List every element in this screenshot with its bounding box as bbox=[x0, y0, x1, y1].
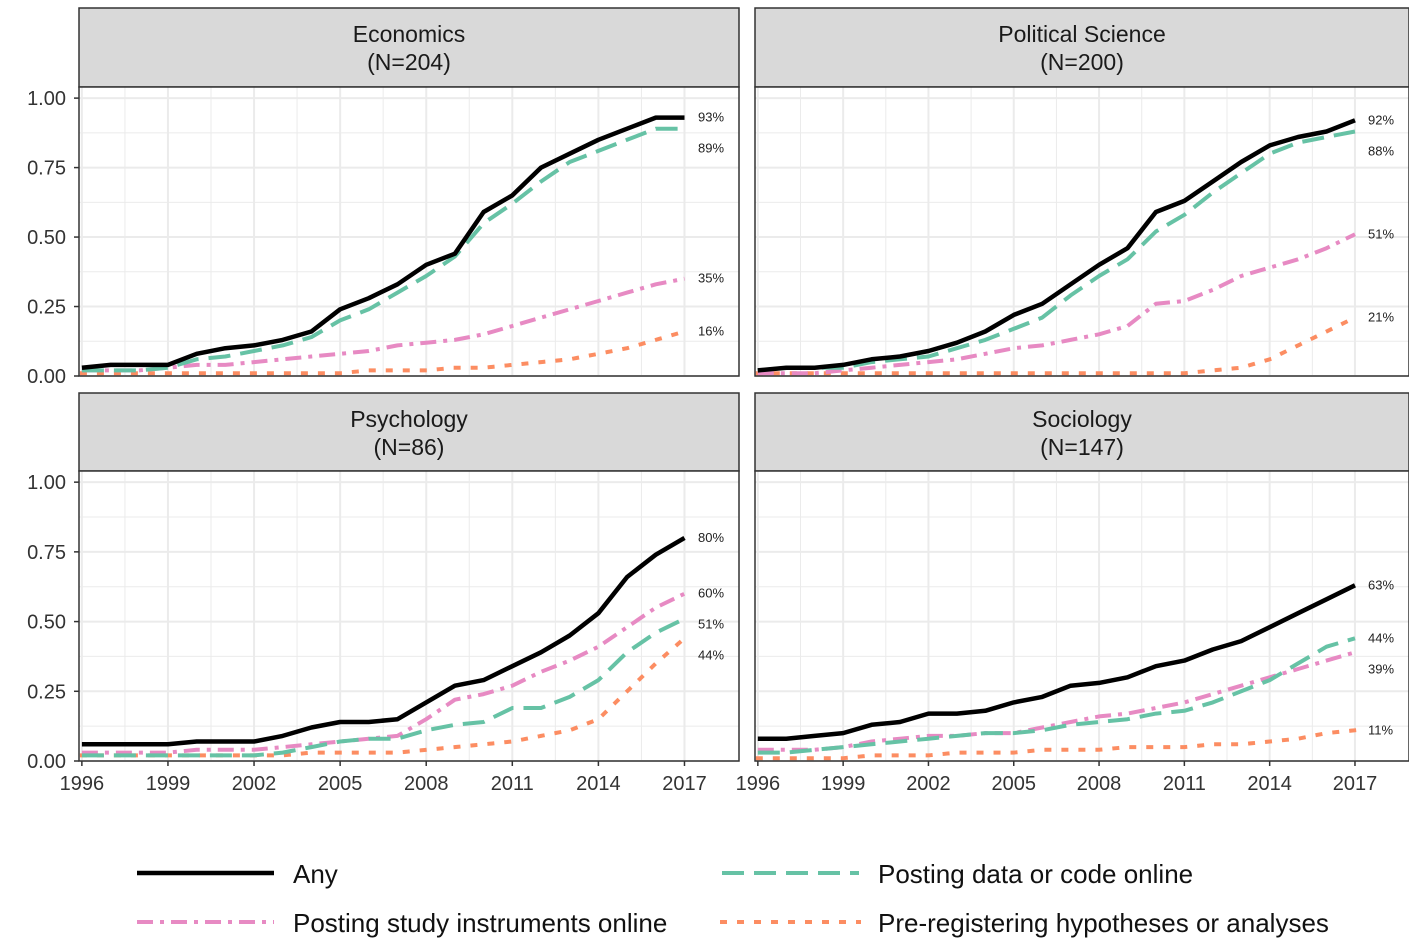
x-tick-label: 2005 bbox=[318, 773, 363, 795]
x-tick-label: 2008 bbox=[404, 773, 449, 795]
facet-title: Economics bbox=[353, 21, 465, 47]
x-tick-label: 1996 bbox=[60, 773, 105, 795]
y-tick-label: 0.00 bbox=[27, 366, 66, 388]
y-tick-label: 0.75 bbox=[27, 158, 66, 180]
end-label-instruments: 51% bbox=[1368, 226, 1394, 241]
panel-border bbox=[78, 86, 740, 377]
y-tick-label: 1.00 bbox=[27, 88, 66, 110]
series-line-instruments bbox=[81, 591, 686, 755]
x-tick-label: 2017 bbox=[662, 773, 707, 795]
y-tick-label: 0.25 bbox=[27, 297, 66, 319]
end-label-data: 51% bbox=[698, 617, 724, 632]
series-line-data bbox=[757, 636, 1356, 755]
x-tick-label: 1999 bbox=[821, 773, 866, 795]
series-line-data bbox=[81, 616, 686, 758]
x-tick-label: 2014 bbox=[576, 773, 621, 795]
series-line-any bbox=[757, 118, 1356, 373]
x-tick-label: 2011 bbox=[1163, 773, 1206, 795]
legend: Any Posting data or code online Posting st… bbox=[137, 859, 1329, 938]
facet-subtitle: (N=204) bbox=[367, 49, 451, 75]
end-label-prereg: 16% bbox=[698, 324, 724, 339]
y-tick-label: 1.00 bbox=[27, 472, 66, 494]
series-line-prereg bbox=[79, 329, 687, 376]
x-tick-label: 2005 bbox=[992, 773, 1037, 795]
legend-label-instruments: Posting study instruments online bbox=[293, 908, 667, 938]
end-label-data: 88% bbox=[1368, 143, 1394, 158]
x-tick-label: 2014 bbox=[1247, 773, 1292, 795]
facet-strip bbox=[754, 392, 1409, 472]
end-label-instruments: 39% bbox=[1368, 661, 1394, 676]
end-label-instruments: 35% bbox=[698, 271, 724, 286]
facet-subtitle: (N=200) bbox=[1040, 49, 1124, 75]
end-label-prereg: 21% bbox=[1368, 310, 1394, 325]
end-label-prereg: 44% bbox=[698, 648, 724, 663]
panel-border bbox=[754, 86, 1409, 377]
y-tick-label: 0.75 bbox=[27, 542, 66, 564]
x-tick-label: 2008 bbox=[1077, 773, 1122, 795]
facet-political-science: Political Science(N=200) 92% 88% 51% 21% bbox=[754, 7, 1409, 377]
end-label-prereg: 11% bbox=[1368, 722, 1393, 737]
facet-strip bbox=[78, 392, 740, 472]
facet-title: Political Science bbox=[998, 21, 1165, 47]
panel-background bbox=[79, 87, 739, 376]
legend-label-any: Any bbox=[293, 859, 338, 889]
legend-label-prereg: Pre-registering hypotheses or analyses bbox=[878, 908, 1329, 938]
x-tick-label: 2002 bbox=[232, 773, 277, 795]
facet-psychology: Psychology(N=86) 80% 60% 51% 44% 0.00 0.25 0.50… bbox=[27, 392, 740, 795]
series-line-any bbox=[757, 583, 1356, 741]
facet-subtitle: (N=86) bbox=[374, 434, 445, 460]
x-tick-label: 1996 bbox=[736, 773, 781, 795]
y-tick-label: 0.00 bbox=[27, 751, 66, 773]
panel-border bbox=[754, 470, 1409, 762]
facet-sociology: Sociology(N=147) 63% 44% 39% 11% 1996 1999 2002… bbox=[736, 392, 1409, 795]
y-tick-label: 0.25 bbox=[27, 681, 66, 703]
end-label-instruments: 60% bbox=[698, 586, 724, 601]
panel-background bbox=[755, 471, 1409, 761]
end-label-any: 93% bbox=[698, 110, 724, 125]
end-label-any: 80% bbox=[698, 530, 724, 545]
x-tick-label: 2002 bbox=[906, 773, 951, 795]
x-tick-label: 2017 bbox=[1333, 773, 1378, 795]
end-label-data: 89% bbox=[698, 141, 724, 156]
facet-economics: Economics(N=204) 93% 89% 35% 16% 0.00 0.25 0.50… bbox=[27, 7, 740, 388]
facet-strip bbox=[78, 7, 740, 88]
series-line-any bbox=[81, 115, 685, 370]
end-label-any: 92% bbox=[1368, 112, 1394, 127]
x-tick-label: 2011 bbox=[491, 773, 534, 795]
panel-background bbox=[755, 87, 1409, 376]
facet-title: Sociology bbox=[1032, 406, 1132, 432]
series-line-any bbox=[81, 535, 686, 747]
y-tick-label: 0.50 bbox=[27, 227, 66, 249]
y-tick-label: 0.50 bbox=[27, 612, 66, 634]
legend-label-data: Posting data or code online bbox=[878, 859, 1193, 889]
x-tick-label: 1999 bbox=[146, 773, 191, 795]
end-label-data: 44% bbox=[1368, 630, 1394, 645]
panel-border bbox=[78, 470, 740, 762]
facet-strip bbox=[754, 7, 1409, 88]
facet-subtitle: (N=147) bbox=[1040, 434, 1124, 460]
end-label-any: 63% bbox=[1368, 577, 1394, 592]
series-line-instruments bbox=[757, 232, 1356, 376]
series-line-data bbox=[757, 129, 1356, 373]
series-line-data bbox=[81, 126, 685, 373]
facet-title: Psychology bbox=[350, 406, 468, 432]
